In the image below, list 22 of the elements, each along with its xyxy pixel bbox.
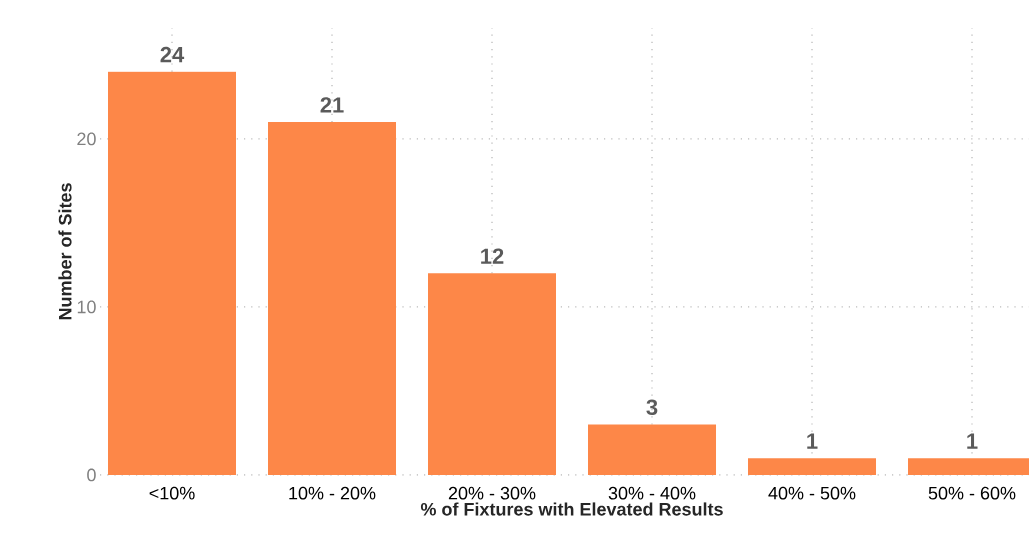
bar: [108, 71, 236, 475]
x-tick-label: <10%: [149, 486, 195, 500]
y-tick-label: 10: [77, 300, 96, 314]
data-label: 21: [320, 97, 344, 113]
data-label: 1: [967, 433, 978, 449]
y-tick-label: 20: [77, 132, 96, 146]
bar: [748, 458, 877, 475]
data-label: 12: [481, 248, 504, 264]
x-tick-label: 20% - 30%: [448, 486, 536, 500]
data-label: 24: [160, 46, 185, 63]
x-tick-label: 30% - 40%: [608, 486, 696, 500]
x-axis-title: % of Fixtures with Elevated Results: [420, 502, 723, 516]
data-label: 3: [646, 399, 658, 416]
x-tick-label: 40% - 50%: [768, 486, 856, 500]
bar: [588, 424, 717, 475]
x-tick-label: 50% - 60%: [928, 486, 1016, 500]
y-tick-label: 0: [87, 468, 96, 482]
data-label: 1: [807, 433, 818, 449]
x-tick-label: 10% - 20%: [289, 486, 376, 500]
bar: [268, 122, 397, 475]
y-axis-title: Number of Sites: [58, 183, 72, 320]
bar: [428, 273, 556, 475]
